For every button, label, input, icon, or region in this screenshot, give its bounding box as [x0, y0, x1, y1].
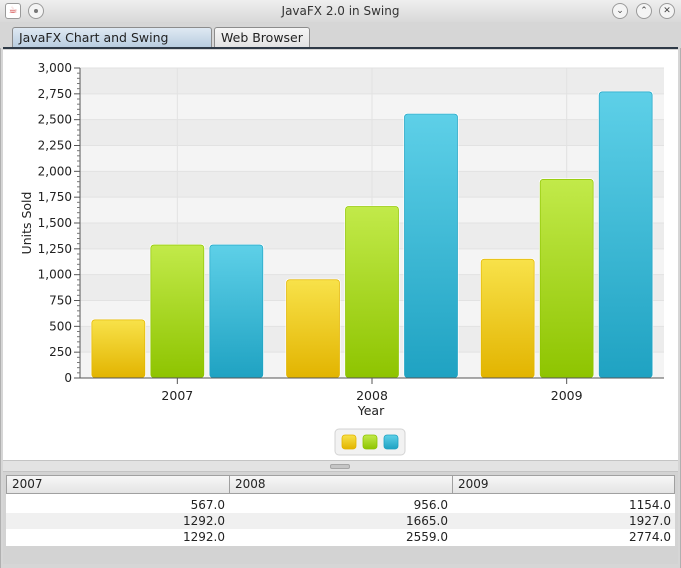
bar-2008-series-2	[344, 205, 400, 379]
y-tick-label: 2,000	[38, 164, 72, 178]
bar-chart: 0 250 500 750 1,000 1,250 1,500 1,750 2,000 2,250…	[19, 61, 664, 456]
table-cell[interactable]: 1927.0	[629, 514, 671, 528]
tab-label: Web Browser	[221, 30, 303, 45]
java-icon[interactable]: ☕	[5, 3, 21, 19]
bar-2009-series-1	[480, 258, 536, 379]
table-row[interactable]: 567.0 956.0 1154.0	[6, 497, 675, 513]
y-tick-label: 1,000	[38, 268, 72, 282]
y-tick-label: 1,500	[38, 216, 72, 230]
tab-web-browser[interactable]: Web Browser	[214, 27, 310, 47]
y-tick-label: 750	[49, 294, 72, 308]
bar-2008-series-3	[403, 113, 459, 379]
y-tick-label: 2,250	[38, 139, 72, 153]
y-tick-label: 2,750	[38, 87, 72, 101]
x-tick-label: 2007	[161, 388, 193, 403]
window-menu-icon[interactable]	[28, 3, 44, 19]
y-tick-label: 250	[49, 345, 72, 359]
bar-2007-series-3	[208, 243, 264, 379]
table-cell[interactable]: 567.0	[190, 498, 225, 512]
close-icon[interactable]: ✕	[659, 3, 675, 19]
tab-javafx-chart[interactable]: JavaFX Chart and Swing JTable	[12, 27, 212, 65]
minimize-icon[interactable]: ⌄	[612, 3, 628, 19]
bar-2008-series-1	[285, 278, 341, 379]
table-cell[interactable]: 956.0	[413, 498, 448, 512]
bar-2007-series-2	[149, 243, 205, 379]
tab-bar: JavaFX Chart and Swing JTable Web Browse…	[0, 22, 681, 65]
split-pane-divider[interactable]	[3, 460, 678, 472]
tab-divider	[3, 47, 678, 49]
legend-swatch-series-2	[362, 434, 378, 450]
table-cell[interactable]: 1292.0	[183, 514, 225, 528]
table-row[interactable]: 1292.0 2559.0 2774.0	[6, 529, 675, 545]
y-tick-label: 1,750	[38, 190, 72, 204]
bar-2007-series-1	[90, 318, 146, 379]
table-cell[interactable]: 1665.0	[406, 514, 448, 528]
column-header-2007[interactable]: 2007	[7, 476, 230, 493]
x-tick-label: 2009	[551, 388, 583, 403]
table-header: 2007 2008 2009	[6, 475, 675, 494]
window-title: JavaFX 2.0 in Swing	[281, 4, 400, 18]
table-cell[interactable]: 1154.0	[629, 498, 671, 512]
column-header-2008[interactable]: 2008	[230, 476, 453, 493]
y-tick-label: 3,000	[38, 61, 72, 75]
maximize-icon[interactable]: ⌃	[636, 3, 652, 19]
y-tick-label: 2,500	[38, 113, 72, 127]
x-tick-label: 2008	[356, 388, 388, 403]
table-cell[interactable]: 1292.0	[183, 530, 225, 544]
bar-2009-series-2	[539, 178, 595, 379]
y-tick-label: 1,250	[38, 242, 72, 256]
chart-panel: 0 250 500 750 1,000 1,250 1,500 1,750 2,000 2,250…	[3, 50, 678, 460]
legend-swatch-series-3	[383, 434, 399, 450]
legend-swatch-series-1	[341, 434, 357, 450]
y-tick-label: 0	[64, 371, 72, 385]
splitter-grip-icon[interactable]	[330, 464, 350, 469]
y-tick-label: 500	[49, 319, 72, 333]
table-body: 567.0 956.0 1154.0 1292.0 1665.0 1927.0 …	[6, 494, 675, 546]
y-axis-title: Units Sold	[19, 192, 34, 255]
column-header-2009[interactable]: 2009	[458, 477, 489, 491]
table-cell[interactable]: 2774.0	[629, 530, 671, 544]
table-row[interactable]: 1292.0 1665.0 1927.0	[6, 513, 675, 529]
table-cell[interactable]: 2559.0	[406, 530, 448, 544]
bar-2009-series-3	[598, 90, 654, 379]
data-table: 2007 2008 2009 567.0 956.0 1154.0 1292.0…	[3, 472, 678, 564]
window-title-bar: ☕ JavaFX 2.0 in Swing ⌄ ⌃ ✕	[0, 0, 681, 23]
x-axis-title: Year	[357, 403, 385, 418]
